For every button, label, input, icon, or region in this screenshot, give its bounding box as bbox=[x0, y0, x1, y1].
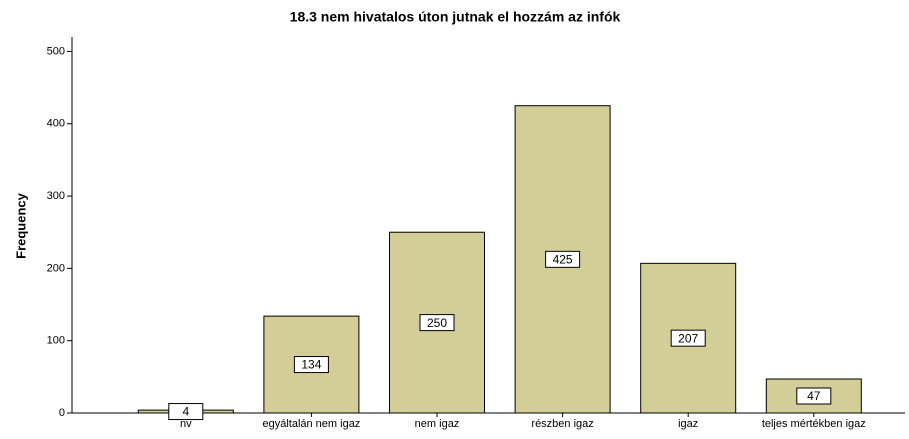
value-label: 4 bbox=[182, 405, 189, 419]
value-label: 250 bbox=[427, 316, 447, 330]
value-label: 47 bbox=[807, 389, 821, 403]
y-tick-label: 200 bbox=[47, 262, 65, 274]
value-label-box bbox=[419, 314, 455, 332]
x-tick-label: teljes mértékben igaz bbox=[761, 418, 866, 430]
value-label-box bbox=[670, 329, 706, 347]
y-axis-label: Frequency bbox=[13, 192, 28, 259]
x-tick-label: egyáltalán nem igaz bbox=[262, 418, 361, 430]
y-tick-label: 100 bbox=[47, 335, 65, 347]
chart-title: 18.3 nem hivatalos úton jutnak el hozzám… bbox=[290, 9, 621, 25]
x-tick-label: nv bbox=[179, 418, 192, 430]
x-tick-label: igaz bbox=[678, 418, 699, 430]
y-tick-label: 0 bbox=[59, 407, 65, 419]
y-tick-label: 300 bbox=[47, 190, 65, 202]
x-tick-label: nem igaz bbox=[414, 418, 460, 430]
x-tick-label: részben igaz bbox=[531, 418, 594, 430]
y-tick-label: 400 bbox=[47, 118, 65, 130]
y-tick-label: 500 bbox=[47, 45, 65, 57]
value-label-box bbox=[293, 356, 329, 374]
value-label-box bbox=[796, 387, 832, 405]
value-label-box bbox=[168, 403, 204, 421]
value-label: 134 bbox=[301, 358, 321, 372]
value-label-box bbox=[545, 250, 581, 268]
value-label: 425 bbox=[553, 253, 573, 267]
value-label: 207 bbox=[678, 331, 698, 345]
